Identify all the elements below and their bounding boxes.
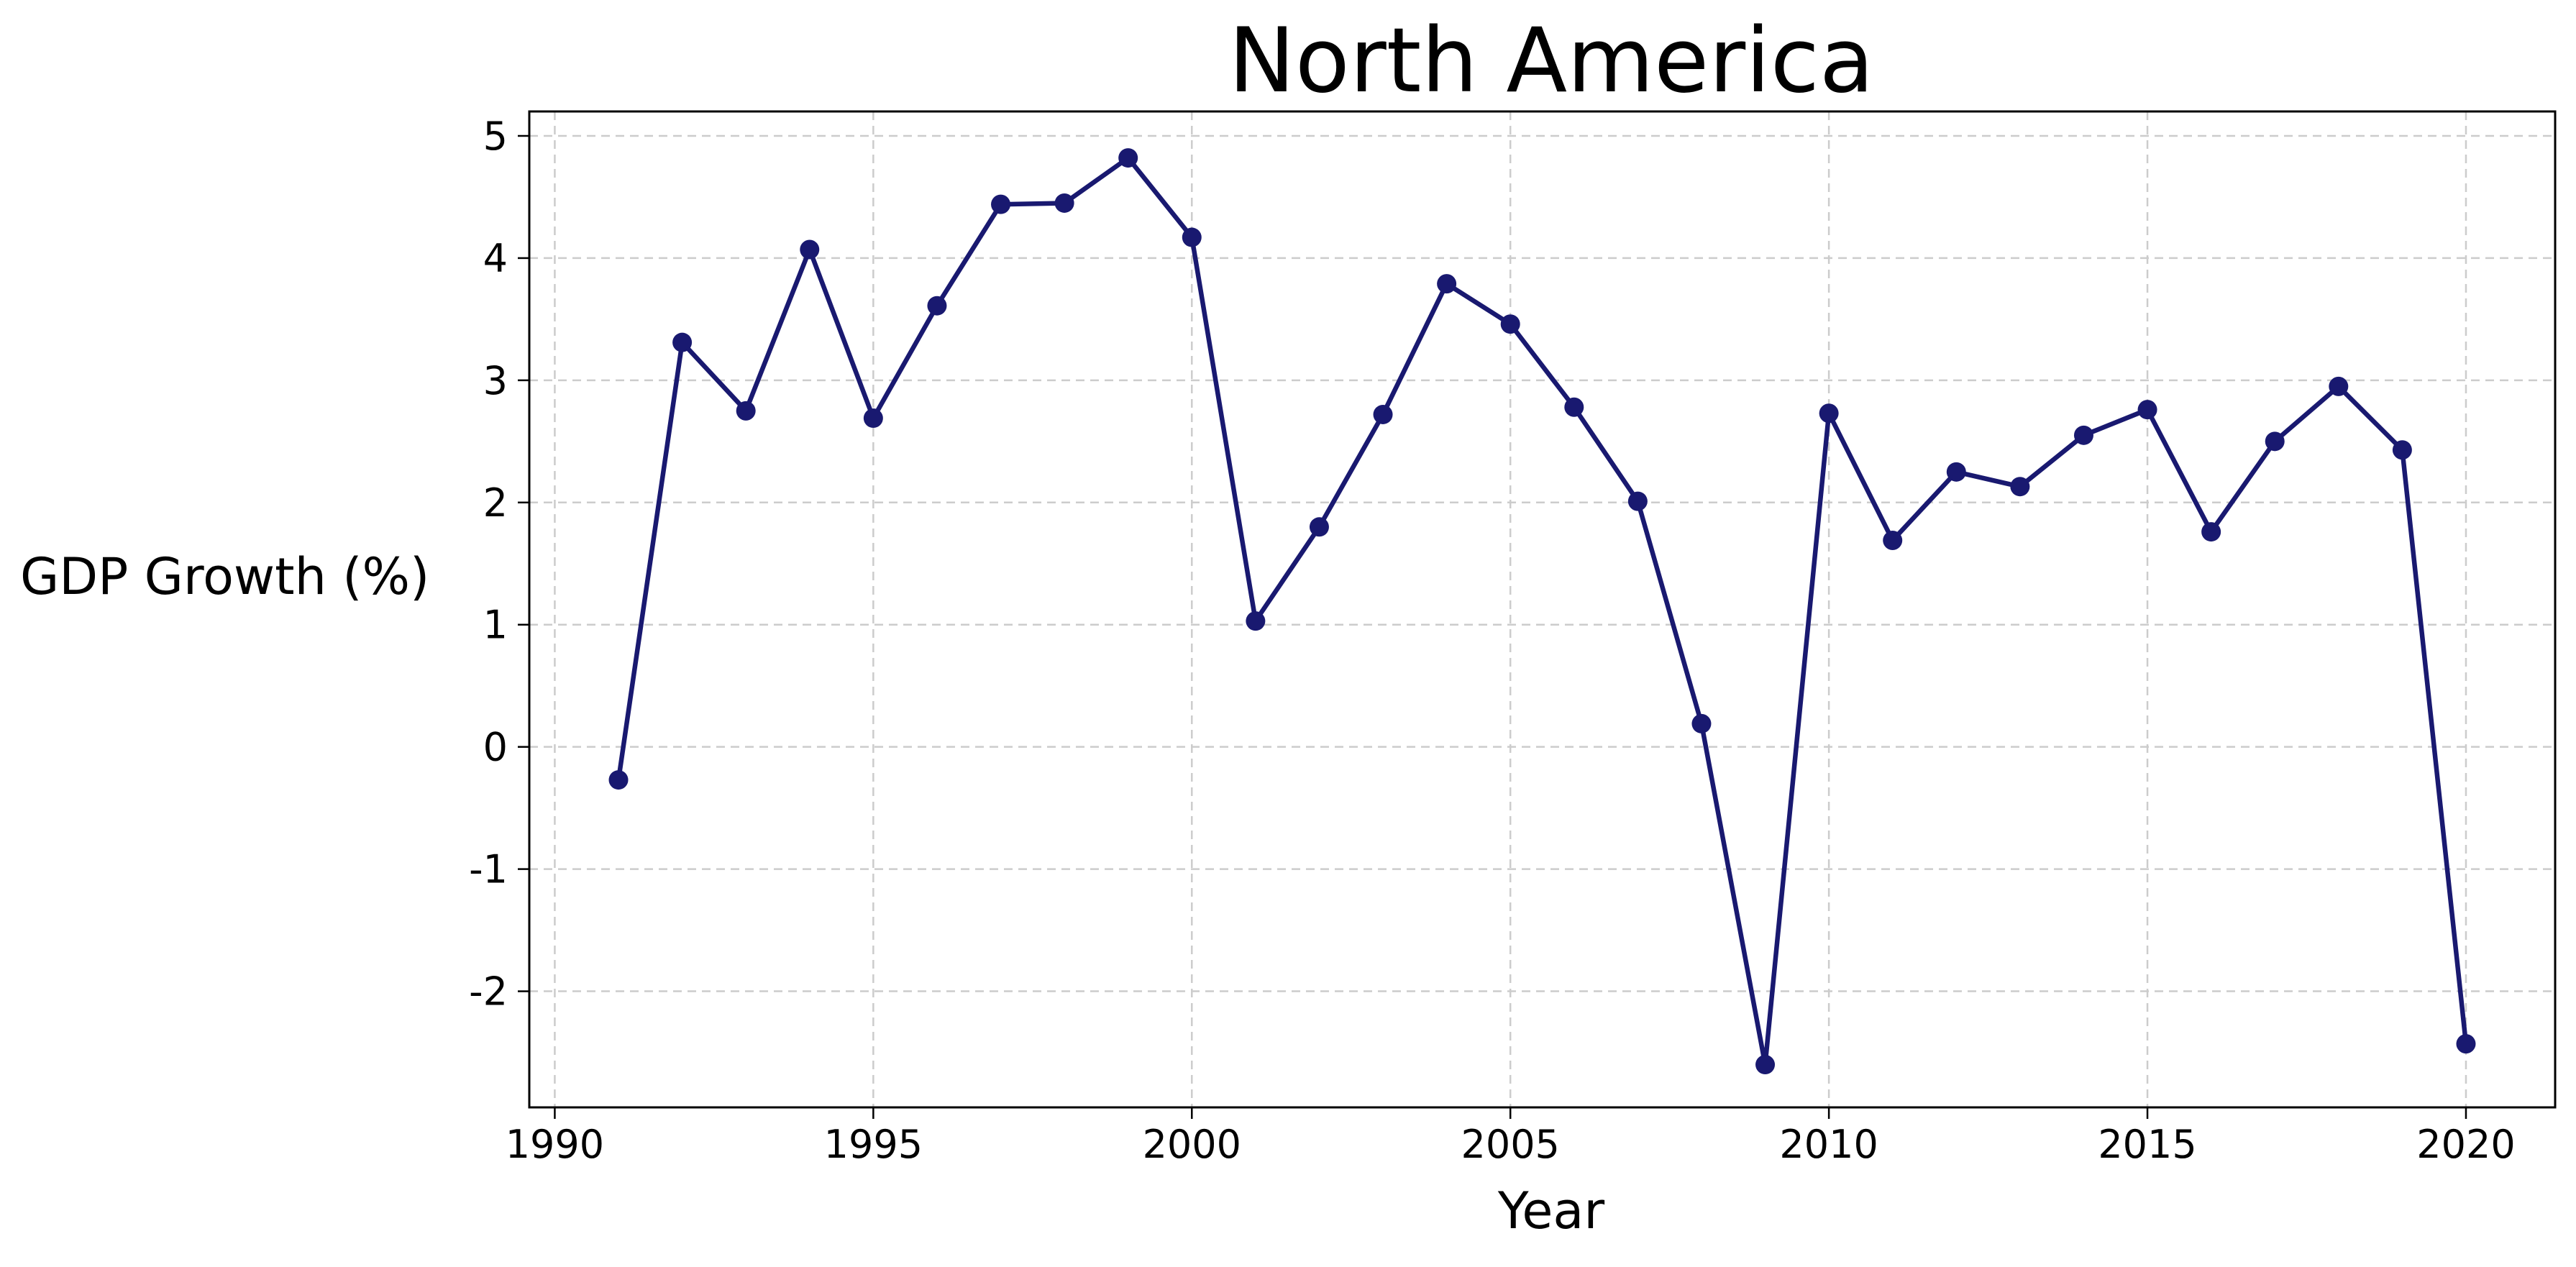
data-point xyxy=(2137,400,2157,420)
data-point xyxy=(1691,713,1712,733)
data-series xyxy=(608,148,2476,1075)
y-tick-label: 5 xyxy=(483,114,508,159)
data-point xyxy=(2201,522,2221,542)
data-point xyxy=(608,770,629,790)
y-axis-label: GDP Growth (%) xyxy=(20,547,429,606)
data-point xyxy=(1309,517,1329,537)
data-point xyxy=(1118,148,1138,168)
data-point xyxy=(2073,425,2093,445)
y-tick-label: 4 xyxy=(483,236,508,281)
data-point xyxy=(2456,1034,2476,1054)
x-tick-label: 2015 xyxy=(2098,1122,2196,1167)
data-point xyxy=(1054,193,1074,213)
data-point xyxy=(1500,314,1520,334)
grid-lines xyxy=(529,111,2555,1107)
plot-frame xyxy=(528,110,2557,1109)
data-point xyxy=(1819,403,1839,424)
data-point xyxy=(736,401,756,421)
x-tick-label: 1995 xyxy=(824,1122,923,1167)
y-tick-label: -1 xyxy=(469,847,508,892)
chart-title: North America xyxy=(1228,9,1874,113)
data-point xyxy=(2392,440,2412,460)
data-point xyxy=(1627,491,1648,511)
data-point xyxy=(1564,397,1584,417)
x-tick-label: 2010 xyxy=(1779,1122,1878,1167)
x-tick-label: 1990 xyxy=(506,1122,604,1167)
data-point xyxy=(800,239,820,260)
y-tick-label: -2 xyxy=(469,969,508,1015)
x-tick-label: 2000 xyxy=(1143,1122,1241,1167)
x-axis-label: Year xyxy=(1497,1181,1604,1240)
y-tick-label: 2 xyxy=(483,480,508,526)
data-point xyxy=(1182,227,1202,247)
data-point xyxy=(991,194,1011,214)
data-point xyxy=(1755,1055,1776,1075)
data-point xyxy=(1946,462,1966,482)
data-point xyxy=(1246,611,1266,631)
data-point xyxy=(1437,274,1457,294)
x-tick-label: 2020 xyxy=(2416,1122,2515,1167)
data-point xyxy=(2329,376,2349,396)
data-point xyxy=(1373,404,1393,424)
data-point xyxy=(2265,431,2285,452)
x-tick-label: 2005 xyxy=(1461,1122,1559,1167)
data-point xyxy=(927,296,947,316)
data-point xyxy=(1883,530,1903,550)
y-tick-label: 1 xyxy=(483,603,508,648)
y-tick-label: 0 xyxy=(483,725,508,770)
y-tick-label: 3 xyxy=(483,358,508,403)
data-point xyxy=(672,332,693,352)
series-line xyxy=(616,155,2469,1067)
axis-ticks: 1990 1995 2000 2005 2010 2015 2020 -2 -1 0 1 2 3 4 5 xyxy=(469,114,2516,1167)
data-point xyxy=(863,408,883,429)
data-point xyxy=(2010,477,2030,497)
